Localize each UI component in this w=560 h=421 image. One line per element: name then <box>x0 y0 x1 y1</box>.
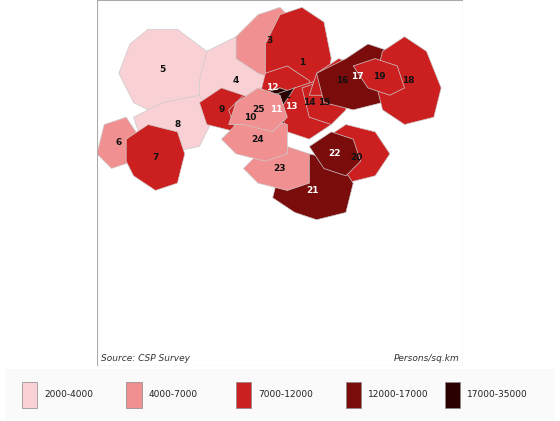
Polygon shape <box>244 147 309 190</box>
Text: 21: 21 <box>307 186 319 195</box>
Text: 11: 11 <box>270 105 283 115</box>
Text: 12: 12 <box>267 83 279 92</box>
Text: 7: 7 <box>152 153 158 162</box>
Text: 2: 2 <box>284 91 291 100</box>
Text: 5: 5 <box>160 65 166 74</box>
Text: 17: 17 <box>351 72 363 81</box>
Polygon shape <box>273 154 353 220</box>
Polygon shape <box>97 117 141 168</box>
Polygon shape <box>316 44 397 110</box>
Polygon shape <box>199 88 251 132</box>
FancyBboxPatch shape <box>0 370 560 420</box>
Polygon shape <box>258 88 295 125</box>
FancyBboxPatch shape <box>127 381 142 408</box>
Polygon shape <box>258 88 309 132</box>
Polygon shape <box>375 37 441 125</box>
Text: 22: 22 <box>329 149 341 158</box>
Text: 9: 9 <box>218 105 225 115</box>
FancyBboxPatch shape <box>346 381 361 408</box>
Text: 18: 18 <box>402 76 414 85</box>
Text: 17000-35000: 17000-35000 <box>466 390 528 400</box>
Text: 13: 13 <box>284 102 297 111</box>
Polygon shape <box>228 88 287 132</box>
FancyBboxPatch shape <box>445 381 460 408</box>
Text: 19: 19 <box>372 72 385 81</box>
Polygon shape <box>258 66 309 132</box>
Polygon shape <box>133 95 214 154</box>
Text: 12000-17000: 12000-17000 <box>368 390 428 400</box>
Polygon shape <box>265 7 332 110</box>
FancyBboxPatch shape <box>22 381 38 408</box>
Polygon shape <box>126 125 185 190</box>
FancyBboxPatch shape <box>236 381 251 408</box>
Text: 20: 20 <box>351 153 363 162</box>
Polygon shape <box>309 132 361 176</box>
Polygon shape <box>353 59 404 95</box>
Polygon shape <box>324 125 390 183</box>
Polygon shape <box>119 29 218 117</box>
Text: 24: 24 <box>251 135 264 144</box>
Text: 1: 1 <box>299 58 305 67</box>
Polygon shape <box>228 95 273 139</box>
Polygon shape <box>236 7 295 80</box>
Text: 25: 25 <box>252 105 264 115</box>
Text: 2000-4000: 2000-4000 <box>44 390 93 400</box>
Text: 6: 6 <box>116 139 122 147</box>
Polygon shape <box>302 80 346 125</box>
Text: 4000-7000: 4000-7000 <box>148 390 198 400</box>
Text: 7000-12000: 7000-12000 <box>258 390 313 400</box>
Polygon shape <box>309 59 368 103</box>
Text: Persons/sq.km: Persons/sq.km <box>394 354 459 362</box>
Polygon shape <box>221 117 287 161</box>
Text: 14: 14 <box>303 98 316 107</box>
Polygon shape <box>280 80 332 139</box>
Text: 23: 23 <box>274 164 286 173</box>
Text: 16: 16 <box>336 76 348 85</box>
Text: 10: 10 <box>245 113 257 122</box>
Polygon shape <box>199 37 280 132</box>
Polygon shape <box>265 88 309 125</box>
Text: 3: 3 <box>266 36 272 45</box>
Text: Source: CSP Survey: Source: CSP Survey <box>101 354 189 362</box>
Text: 8: 8 <box>174 120 180 129</box>
Text: 4: 4 <box>233 76 239 85</box>
Text: 15: 15 <box>318 98 330 107</box>
